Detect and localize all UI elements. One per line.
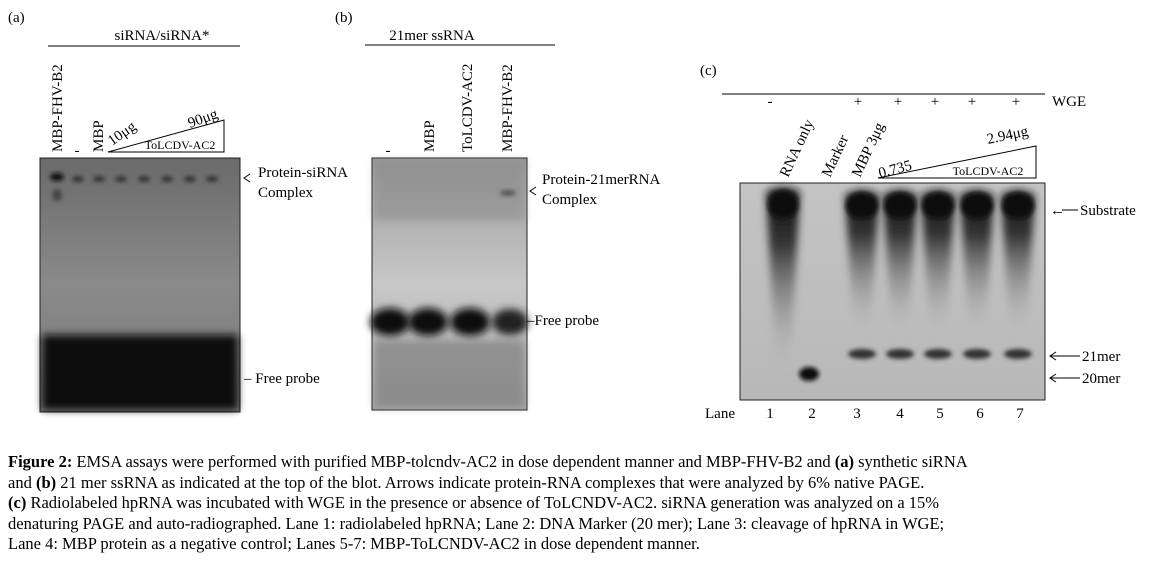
- arrow: [1049, 351, 1057, 361]
- dose-high: 90μg: [186, 106, 221, 132]
- caption-text: Lane 4: MBP protein as a negative contro…: [8, 534, 700, 553]
- lane-label: MBP-FHV-B2: [500, 64, 516, 152]
- annotation: Complex: [258, 185, 313, 201]
- lane-number: 5: [936, 406, 944, 422]
- caption-line: denaturing PAGE and auto-radiographed. L…: [8, 514, 1148, 535]
- lane-smear: [921, 190, 955, 335]
- lane-label: Marker: [819, 133, 852, 180]
- caption-text: EMSA assays were performed with purified…: [72, 452, 835, 471]
- lane-label: RNA only: [777, 117, 818, 180]
- dose-name: ToLCDV-AC2: [953, 164, 1024, 178]
- caption-text: and: [8, 472, 36, 492]
- caption-text: Figure 2:: [8, 452, 73, 471]
- arrow: [529, 186, 537, 196]
- product-band: [1004, 349, 1032, 359]
- wge-label: WGE: [1052, 94, 1086, 110]
- substrate-band: [922, 193, 954, 219]
- annotation-arrow: ←: [1050, 203, 1065, 219]
- lane-smear: [960, 190, 994, 335]
- lane-number: 3: [853, 406, 861, 422]
- lane-label: MBP: [91, 120, 107, 152]
- lane-smear: [1001, 190, 1035, 335]
- caption-line: Figure 2: EMSA assays were performed wit…: [8, 452, 1148, 473]
- caption: Figure 2: EMSA assays were performed wit…: [8, 452, 1148, 555]
- substrate-band: [846, 193, 878, 219]
- lane-smear: [883, 190, 917, 335]
- gel-c: [739, 182, 1046, 401]
- substrate-band: [961, 193, 993, 219]
- caption-text: 21 mer ssRNA as indicated at the top of …: [56, 472, 925, 492]
- annotation: Substrate: [1080, 203, 1136, 219]
- product-band: [963, 349, 991, 359]
- caption-text: denaturing PAGE and auto-radiographed. L…: [8, 513, 945, 533]
- lane-number: 4: [896, 406, 904, 422]
- gel-a: [39, 157, 241, 413]
- lane-number: 6: [976, 406, 984, 422]
- arrow: [243, 173, 251, 183]
- lane-number: 1: [766, 406, 774, 422]
- figure: (a) siRNA/siRNA* MBP-FHV-B2 - MBP 10μg 9…: [8, 10, 1136, 422]
- caption-text: (c): [8, 493, 27, 512]
- caption-text: synthetic siRNA: [853, 452, 968, 471]
- substrate-band: [884, 193, 916, 219]
- product-band: [886, 349, 914, 359]
- panel-label: (c): [700, 63, 717, 79]
- panel-label: (b): [335, 10, 353, 26]
- dose-high: 2.94μg: [986, 123, 1031, 147]
- lane-number: 2: [808, 406, 816, 422]
- caption-text: Radiolabeled hpRNA was incubated with WG…: [26, 493, 940, 512]
- lane-number: 7: [1016, 406, 1024, 422]
- product-band: [848, 349, 876, 359]
- wge-sign: +: [894, 94, 902, 110]
- lane-label: -: [75, 143, 80, 159]
- lane-label: -: [386, 143, 391, 159]
- product-band: [924, 349, 952, 359]
- lane-label: ToLCDV-AC2: [460, 64, 476, 152]
- wge-sign: +: [968, 94, 976, 110]
- caption-line: (c) Radiolabeled hpRNA was incubated wit…: [8, 493, 1148, 514]
- caption-text: (b): [35, 472, 57, 492]
- wge-sign: +: [931, 94, 939, 110]
- dose-wedge: [877, 145, 1037, 179]
- annotation: 21mer: [1082, 349, 1120, 365]
- wge-sign: -: [768, 94, 773, 110]
- annotation: 20mer: [1082, 371, 1120, 387]
- lane-title: Lane: [705, 406, 735, 422]
- caption-line: and (b) 21 mer ssRNA as indicated at the…: [8, 473, 1148, 494]
- lane-label: MBP-FHV-B2: [50, 64, 66, 152]
- annotation: Protein-siRNA: [258, 165, 348, 181]
- panel-header: 21mer ssRNA: [389, 28, 475, 44]
- panel-label: (a): [8, 10, 25, 26]
- dose-wedge: [107, 119, 225, 153]
- caption-line: Lane 4: MBP protein as a negative contro…: [8, 534, 1148, 555]
- lane-label: MBP: [422, 120, 438, 152]
- annotation: Complex: [542, 192, 597, 208]
- caption-text: (a): [834, 452, 854, 471]
- arrow: [1049, 373, 1057, 383]
- dose-name: ToLCDV-AC2: [145, 138, 216, 152]
- annotation: –Free probe: [526, 313, 599, 329]
- wge-sign: +: [854, 94, 862, 110]
- wge-sign: +: [1012, 94, 1020, 110]
- annotation: – Free probe: [243, 371, 320, 387]
- gel-b: [370, 157, 528, 411]
- panel-header: siRNA/siRNA*: [114, 28, 209, 44]
- lane-smear: [845, 190, 879, 335]
- annotation: Protein-21merRNA: [542, 172, 660, 188]
- substrate-band: [1002, 193, 1034, 219]
